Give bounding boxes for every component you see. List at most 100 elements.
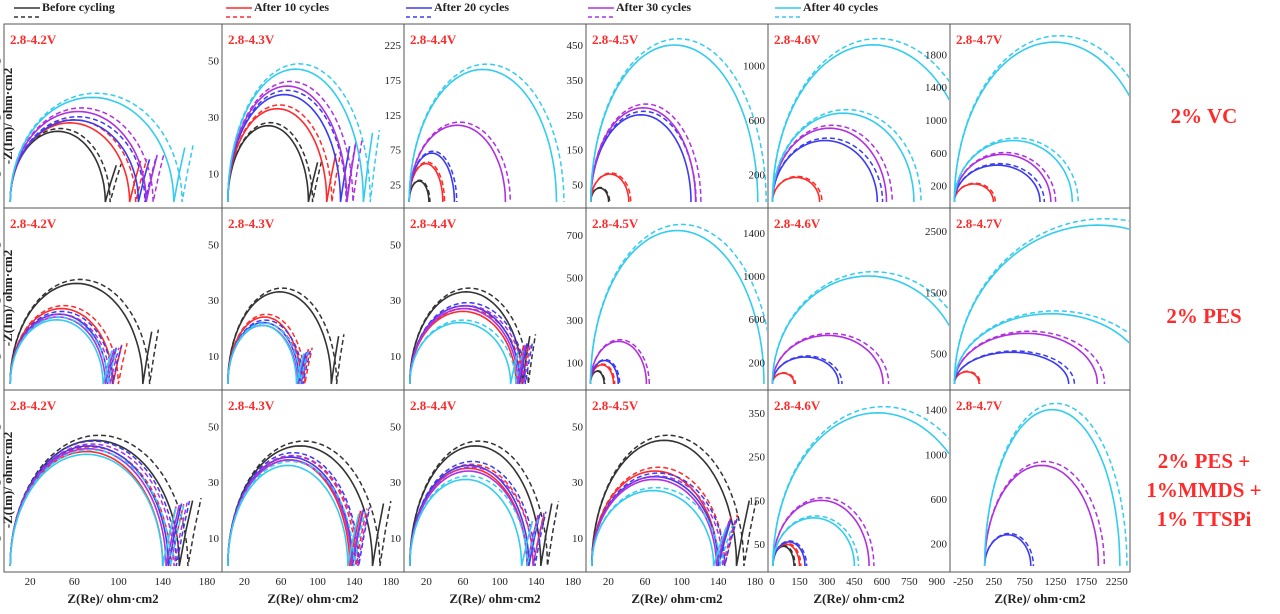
panel-grid: 10 30 50 2.8-4.2V 10 30 50 2.8-4.3V 25 75 125 175 22… [0, 23, 1131, 588]
x-tick-label: 100 [110, 576, 127, 588]
voltage-label: 2.8-4.6V [774, 398, 821, 413]
x-tick-label: 20 [239, 576, 251, 588]
curve-dashed [590, 110, 697, 203]
y-tick-label: 30 [0, 112, 2, 124]
y-tick-label: 10 [0, 351, 2, 363]
curve-dashed [771, 124, 893, 203]
panel-1-3: 1003005007002006001000140018002.8-4.5V [567, 207, 771, 406]
x-tick-label: 2250 [1106, 576, 1129, 588]
panel-curves [772, 405, 949, 567]
panel-frame [767, 207, 951, 391]
curve-dashed [409, 463, 545, 567]
curve-dashed [591, 434, 758, 567]
legend-label: After 30 cycles [616, 0, 691, 14]
x-axis-label: Z(Re)/ ohm·cm2 [267, 591, 358, 606]
y-axis-label: -Z(Im)/ ohm·cm2 [0, 68, 15, 164]
curve-dashed [227, 287, 345, 385]
curve-dashed [771, 108, 922, 203]
y-tick-label: 30 [390, 295, 402, 307]
curve-dashed [771, 137, 884, 203]
x-tick-label: 100 [491, 576, 508, 588]
x-tick-label: 180 [199, 576, 216, 588]
y-tick-label: 30 [208, 295, 220, 307]
voltage-label: 2.8-4.2V [10, 398, 57, 413]
curve-dashed [983, 532, 1035, 567]
curve-dashed [9, 449, 185, 567]
curve-dashed [953, 370, 982, 384]
panel-0-5: 200 600 1000 1400 1800 2.8-4.7V [925, 23, 1131, 209]
legend-label: After 20 cycles [434, 0, 509, 14]
curve-dashed [409, 287, 537, 385]
curve-dashed [771, 332, 890, 385]
curve-solid [9, 96, 186, 203]
curve-solid [9, 447, 181, 567]
voltage-label: 2.8-4.6V [774, 32, 821, 47]
curve-dashed [589, 223, 767, 385]
y-tick-label: 1800 [925, 49, 948, 61]
panel-frame [585, 389, 769, 573]
legend-label: After 40 cycles [803, 0, 878, 14]
x-tick-label: 20 [421, 576, 433, 588]
voltage-label: 2.8-4.3V [228, 216, 275, 231]
x-tick-label: 20 [603, 576, 615, 588]
panel-2-0: 10 30 50 20 60 100 140 180 2.8-4.2V [0, 389, 223, 588]
voltage-label: 2.8-4.4V [410, 398, 457, 413]
y-axis-label: -Z(Im)/ ohm·cm2 [0, 250, 15, 346]
curve-dashed [589, 338, 651, 385]
curve-dashed [9, 443, 188, 567]
curve-dashed [772, 515, 860, 567]
panel-curves [227, 287, 345, 385]
x-tick-label: 140 [528, 576, 545, 588]
row-label: 2% PES [1166, 304, 1241, 328]
panel-frame [949, 23, 1131, 209]
curve-solid [408, 124, 507, 203]
curve-dashed [953, 310, 1129, 385]
x-tick-label: 600 [874, 576, 891, 588]
y-tick-label: 125 [385, 110, 402, 122]
curve-dashed [227, 121, 323, 203]
x-tick-label: 60 [457, 576, 469, 588]
curve-dashed [953, 137, 1079, 203]
y-tick-label: 1000 [925, 449, 948, 461]
y-tick-label: 10 [208, 351, 220, 363]
curve-dashed [408, 121, 512, 203]
panel-frame [949, 389, 1131, 573]
x-tick-label: 100 [673, 576, 690, 588]
y-tick-label: 225 [385, 40, 402, 52]
curve-dashed [409, 319, 524, 385]
y-tick-label: 50 [208, 239, 220, 251]
panel-curves [409, 287, 537, 385]
curve-solid [590, 106, 697, 203]
curve-solid [227, 324, 305, 385]
voltage-label: 2.8-4.2V [10, 32, 57, 47]
curve-dashed [772, 405, 949, 567]
curve-dashed [591, 466, 739, 567]
curve-dashed [227, 313, 313, 385]
x-axis-label: Z(Re)/ ohm·cm2 [813, 591, 904, 606]
y-tick-label: 1000 [743, 271, 766, 283]
y-tick-label: 30 [0, 477, 2, 489]
y-tick-label: 600 [749, 314, 766, 326]
curve-solid [590, 44, 759, 203]
y-tick-label: 350 [749, 408, 766, 420]
y-tick-label: 175 [385, 75, 402, 87]
y-tick-label: 2500 [925, 226, 948, 238]
curve-dashed [409, 466, 545, 567]
curve-solid [227, 464, 360, 567]
voltage-label: 2.8-4.3V [228, 32, 275, 47]
curve-solid [590, 173, 630, 202]
y-tick-label: 700 [567, 230, 584, 242]
panel-curves [408, 63, 565, 203]
panel-curves [409, 440, 560, 567]
row-label: 1% TTSPi [1157, 507, 1252, 531]
curve-dashed [591, 486, 734, 567]
x-axis-label: Z(Re)/ ohm·cm2 [449, 591, 540, 606]
y-tick-label: 10 [0, 533, 2, 545]
x-axis-label: Z(Re)/ ohm·cm2 [67, 591, 158, 606]
panel-curves [771, 37, 949, 203]
voltage-label: 2.8-4.2V [10, 216, 57, 231]
y-tick-label: 25 [390, 180, 402, 192]
y-tick-label: 50 [390, 239, 402, 251]
